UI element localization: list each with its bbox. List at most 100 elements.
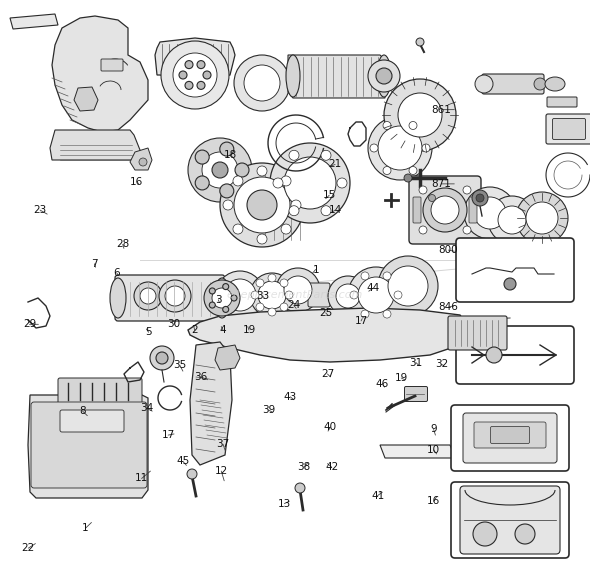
- FancyBboxPatch shape: [115, 275, 225, 321]
- Circle shape: [175, 55, 215, 95]
- Circle shape: [280, 303, 288, 311]
- Text: 44: 44: [366, 283, 379, 293]
- Circle shape: [361, 272, 369, 280]
- Polygon shape: [380, 445, 455, 458]
- Polygon shape: [52, 16, 148, 132]
- Text: 6: 6: [113, 268, 120, 278]
- FancyBboxPatch shape: [456, 326, 574, 384]
- Circle shape: [185, 61, 193, 69]
- Text: 9: 9: [430, 424, 437, 435]
- Circle shape: [235, 163, 249, 177]
- Circle shape: [256, 279, 264, 287]
- Circle shape: [209, 288, 215, 294]
- Circle shape: [284, 276, 312, 304]
- Text: 38: 38: [297, 462, 310, 472]
- FancyBboxPatch shape: [60, 410, 124, 432]
- Text: 17: 17: [355, 316, 368, 326]
- Ellipse shape: [545, 77, 565, 91]
- Circle shape: [321, 150, 331, 160]
- Text: 5: 5: [145, 327, 152, 337]
- Circle shape: [276, 268, 320, 312]
- Circle shape: [140, 288, 156, 304]
- Circle shape: [195, 176, 209, 190]
- Circle shape: [348, 267, 404, 323]
- Circle shape: [256, 303, 264, 311]
- Circle shape: [383, 122, 391, 130]
- Text: 39: 39: [262, 405, 275, 415]
- Text: 2: 2: [191, 325, 198, 335]
- Circle shape: [223, 200, 233, 210]
- Circle shape: [295, 483, 305, 493]
- Text: 10: 10: [427, 445, 440, 455]
- Text: eReplacementParts.com: eReplacementParts.com: [227, 290, 363, 300]
- Text: 15: 15: [323, 190, 336, 200]
- Circle shape: [383, 167, 391, 175]
- Circle shape: [419, 186, 427, 194]
- Circle shape: [321, 206, 331, 216]
- Circle shape: [358, 277, 394, 313]
- Circle shape: [398, 93, 442, 137]
- Circle shape: [464, 187, 516, 239]
- Text: 35: 35: [173, 360, 186, 371]
- Text: 7: 7: [91, 259, 98, 269]
- Circle shape: [428, 195, 435, 202]
- Circle shape: [475, 75, 493, 93]
- Circle shape: [289, 150, 299, 160]
- Text: 1: 1: [82, 523, 89, 533]
- Circle shape: [212, 288, 232, 308]
- Circle shape: [212, 162, 228, 178]
- Circle shape: [222, 307, 229, 312]
- Circle shape: [273, 178, 283, 188]
- FancyBboxPatch shape: [474, 422, 546, 448]
- FancyBboxPatch shape: [413, 197, 421, 223]
- Circle shape: [179, 71, 187, 79]
- Circle shape: [185, 82, 193, 90]
- Circle shape: [368, 60, 400, 92]
- Circle shape: [350, 291, 358, 299]
- Text: 16: 16: [130, 176, 143, 187]
- Circle shape: [474, 197, 506, 229]
- FancyBboxPatch shape: [546, 114, 590, 144]
- Circle shape: [384, 79, 456, 151]
- Polygon shape: [288, 55, 385, 98]
- Circle shape: [388, 266, 428, 306]
- Circle shape: [486, 347, 502, 363]
- FancyBboxPatch shape: [460, 486, 560, 554]
- Text: 19: 19: [242, 325, 255, 335]
- Text: 34: 34: [140, 403, 153, 413]
- Circle shape: [156, 352, 168, 364]
- Text: 22: 22: [22, 543, 35, 553]
- Text: 800: 800: [438, 245, 458, 255]
- Text: 23: 23: [34, 205, 47, 215]
- FancyBboxPatch shape: [101, 59, 123, 71]
- Text: 3: 3: [215, 295, 222, 305]
- Circle shape: [419, 226, 427, 234]
- Circle shape: [504, 278, 516, 290]
- Circle shape: [268, 274, 276, 282]
- Polygon shape: [50, 130, 140, 160]
- Circle shape: [220, 163, 304, 247]
- Text: 19: 19: [395, 373, 408, 383]
- Circle shape: [472, 190, 488, 206]
- Circle shape: [383, 310, 391, 318]
- Circle shape: [220, 184, 234, 198]
- Circle shape: [187, 469, 197, 479]
- Text: 30: 30: [168, 319, 181, 329]
- Circle shape: [257, 166, 267, 176]
- Text: 24: 24: [287, 300, 300, 311]
- Text: 25: 25: [319, 308, 332, 318]
- Circle shape: [289, 206, 299, 216]
- Polygon shape: [215, 345, 240, 370]
- Circle shape: [291, 200, 301, 210]
- FancyBboxPatch shape: [456, 238, 574, 302]
- Circle shape: [378, 256, 438, 316]
- Ellipse shape: [286, 55, 300, 97]
- Ellipse shape: [377, 55, 391, 97]
- Circle shape: [209, 302, 215, 308]
- Text: 27: 27: [321, 369, 334, 379]
- FancyBboxPatch shape: [451, 482, 569, 558]
- Circle shape: [268, 308, 276, 316]
- FancyBboxPatch shape: [31, 402, 147, 488]
- Circle shape: [203, 71, 211, 79]
- Circle shape: [281, 224, 291, 234]
